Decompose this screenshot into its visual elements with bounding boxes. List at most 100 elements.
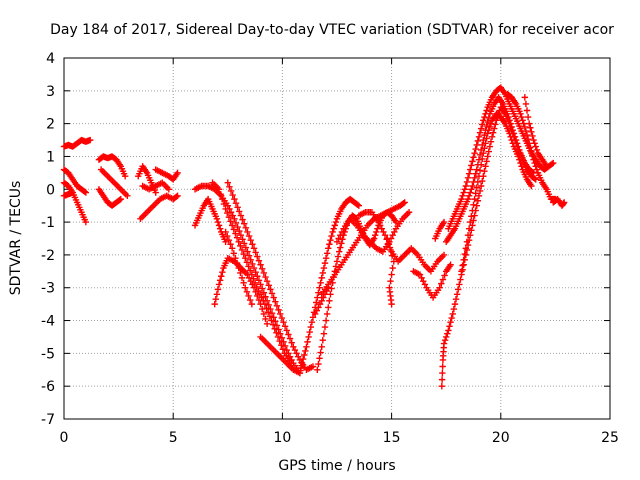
y-tick-label: 3 — [46, 84, 55, 100]
data-point — [522, 127, 530, 135]
y-tick-label: 4 — [46, 51, 55, 67]
data-point — [243, 288, 251, 296]
data-point — [504, 110, 511, 117]
data-point — [281, 323, 289, 330]
data-point — [485, 127, 492, 134]
data-point — [257, 261, 264, 268]
data-point — [232, 219, 240, 227]
data-point — [252, 288, 259, 296]
data-point — [469, 207, 476, 214]
data-point — [445, 327, 452, 334]
data-point — [440, 340, 448, 347]
data-point — [238, 246, 246, 254]
data-point — [441, 272, 448, 279]
data-point — [473, 141, 480, 149]
data-point — [489, 129, 497, 136]
data-point — [475, 156, 483, 163]
data-point — [240, 220, 248, 227]
data-point — [255, 296, 263, 304]
data-point — [469, 222, 476, 229]
data-point — [455, 286, 462, 293]
data-point — [464, 195, 472, 203]
data-point — [237, 232, 245, 239]
data-point — [370, 235, 378, 242]
data-point — [416, 271, 424, 278]
data-point — [533, 166, 541, 173]
data-point — [246, 267, 254, 274]
data-point — [418, 274, 425, 282]
data-point — [532, 163, 539, 170]
data-point — [255, 257, 263, 264]
data-point — [248, 300, 256, 308]
data-point — [327, 291, 334, 298]
data-point — [446, 323, 453, 330]
data-point — [472, 145, 479, 153]
data-point — [280, 338, 287, 346]
y-tick-label: -1 — [41, 215, 55, 231]
data-point — [438, 280, 445, 287]
data-point — [227, 218, 234, 225]
data-point — [305, 333, 312, 341]
data-point — [328, 285, 335, 292]
data-point — [531, 159, 538, 167]
data-point — [239, 236, 246, 243]
data-point — [293, 350, 300, 357]
data-point — [237, 242, 244, 250]
data-point — [465, 170, 473, 177]
data-point — [470, 154, 477, 161]
data-point — [476, 129, 484, 136]
data-point — [470, 217, 477, 224]
x-tick-label: 10 — [273, 430, 291, 446]
data-point — [308, 318, 316, 326]
data-point — [242, 254, 249, 262]
data-point — [218, 273, 225, 280]
data-point — [523, 131, 531, 139]
data-point — [278, 334, 286, 341]
data-point — [87, 136, 94, 144]
data-point — [230, 250, 238, 257]
data-point — [337, 232, 344, 239]
data-point — [258, 285, 266, 292]
data-point — [222, 228, 229, 236]
data-point — [441, 337, 449, 344]
data-point — [228, 245, 236, 252]
data-point — [165, 186, 173, 193]
x-tick-label: 15 — [383, 430, 401, 446]
data-point — [279, 346, 287, 353]
data-point — [337, 244, 344, 251]
data-point — [313, 307, 320, 314]
data-point — [458, 195, 465, 203]
y-tick-label: 0 — [46, 182, 55, 198]
data-point — [244, 248, 251, 255]
data-point — [479, 121, 486, 128]
data-point — [231, 195, 238, 203]
data-point — [325, 245, 332, 252]
data-point — [243, 259, 251, 266]
data-point — [354, 201, 361, 209]
data-point — [313, 299, 320, 306]
data-point — [267, 286, 274, 293]
data-point — [227, 187, 235, 195]
data-point — [468, 213, 475, 220]
data-point — [260, 310, 268, 318]
data-point — [235, 238, 242, 245]
data-point — [228, 222, 236, 229]
data-point — [234, 204, 241, 211]
data-point — [472, 190, 479, 197]
data-point — [229, 191, 236, 199]
data-point — [233, 234, 241, 241]
data-point — [440, 251, 448, 259]
data-point — [385, 241, 393, 248]
data-point — [470, 201, 477, 209]
data-point — [309, 363, 317, 370]
data-point — [269, 321, 277, 328]
data-point — [471, 195, 478, 203]
data-point — [477, 146, 485, 154]
data-point — [474, 137, 482, 145]
y-tick-label: 1 — [46, 149, 55, 165]
data-point — [459, 262, 466, 269]
data-point — [465, 192, 473, 200]
data-point — [481, 168, 488, 175]
data-point — [389, 264, 396, 272]
data-point — [459, 192, 466, 200]
